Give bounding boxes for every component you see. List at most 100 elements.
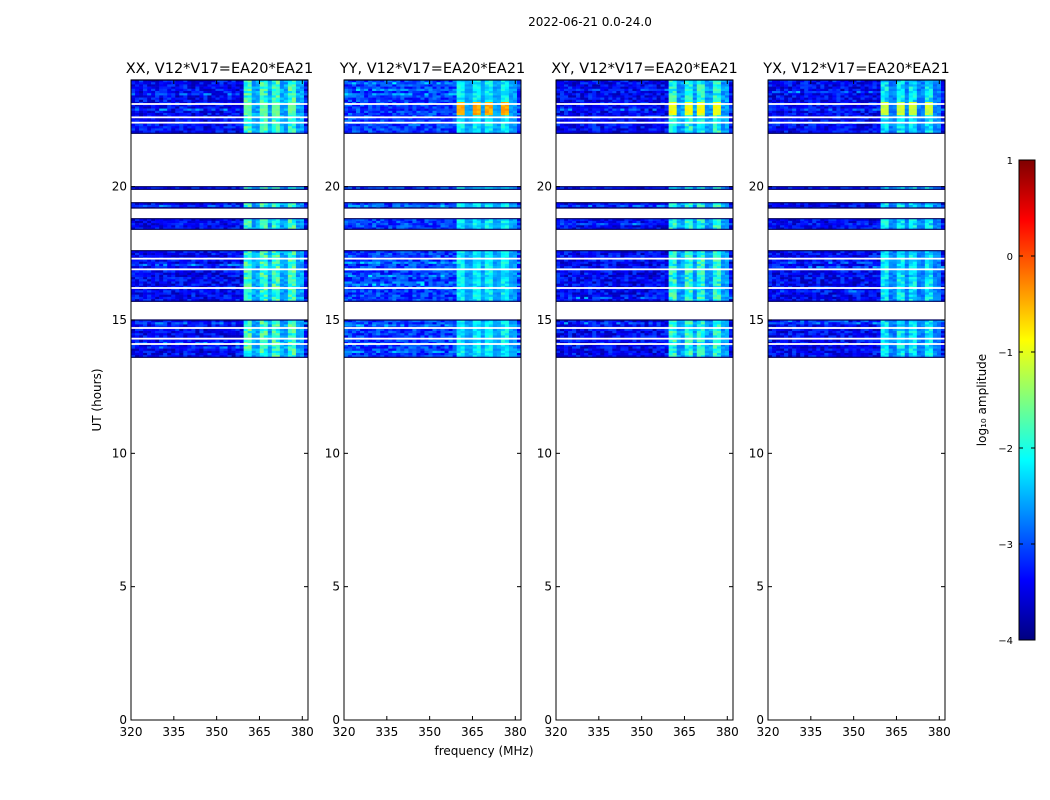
heatmap-cell [219,117,224,120]
heatmap-cell [496,283,502,287]
heatmap-cell [179,261,184,265]
heatmap-cell [243,261,248,265]
heatmap-cell [135,348,140,352]
heatmap-cell [299,270,305,273]
heatmap-cell [255,322,261,325]
heatmap-cell [231,97,236,101]
heatmap-cell [227,250,232,254]
heatmap-cell [255,130,261,134]
heatmap-cell [247,93,252,96]
heatmap-cell [155,225,160,228]
heatmap-cell [251,348,256,352]
heatmap-cell [279,277,285,280]
heatmap-cell [131,202,136,206]
heatmap-cell [247,130,252,134]
heatmap-cell [203,294,208,298]
heatmap-cell [151,80,156,83]
heatmap-cell [295,259,301,262]
heatmap-cell [155,353,160,356]
heatmap-cell [428,333,433,336]
heatmap-cell [476,350,482,354]
heatmap-cell [400,263,405,267]
heatmap-cell [400,288,405,291]
heatmap-cell [159,202,164,206]
heatmap-cell [267,299,273,302]
heatmap-cell [243,88,248,92]
heatmap-cell [231,220,236,224]
heatmap-cell [163,126,168,129]
heatmap-cell [231,328,236,332]
heatmap-cell [143,108,148,112]
heatmap-cell [283,130,289,134]
heatmap-cell [195,97,200,101]
heatmap-cell [191,331,196,334]
heatmap-cell [151,335,156,338]
heatmap-cell [255,263,261,267]
heatmap-cell [183,274,188,278]
heatmap-cell [139,324,144,327]
heatmap-cell [163,353,168,356]
heatmap-cell [143,223,148,226]
heatmap-cell [448,250,453,254]
heatmap-cell [291,292,297,295]
heatmap-cell [400,279,405,282]
heatmap-cell [452,320,457,323]
heatmap-cell [344,259,349,262]
heatmap-cell [303,119,309,123]
heatmap-cell [279,328,285,332]
heatmap-cell [480,259,486,262]
heatmap-cell [388,322,393,325]
heatmap-cell [195,320,200,323]
heatmap-cell [384,255,389,258]
heatmap-cell [267,227,273,230]
heatmap-cell [163,296,168,300]
heatmap-cell [468,279,474,282]
heatmap-cell [155,299,160,302]
heatmap-cell [187,339,192,343]
heatmap-cell [267,277,273,280]
heatmap-cell [231,281,236,284]
heatmap-cell [255,97,261,101]
heatmap-cell [480,252,486,256]
heatmap-cell [235,88,240,92]
heatmap-cell [440,346,445,349]
heatmap-cell [456,272,461,276]
heatmap-cell [223,91,228,94]
heatmap-cell [283,350,289,354]
heatmap-cell [235,324,240,327]
heatmap-cell [436,344,441,347]
heatmap-cell [163,86,168,90]
heatmap-cell [420,255,425,258]
heatmap-cell [223,130,228,134]
heatmap-cell [199,204,204,208]
heatmap-cell [440,322,445,325]
heatmap-cell [303,294,309,298]
heatmap-cell [187,108,192,112]
heatmap-cell [420,281,425,284]
heatmap-cell [488,259,494,262]
heatmap-cell [360,259,365,262]
heatmap-cell [167,218,172,222]
heatmap-cell [143,348,148,352]
heatmap-cell [388,266,393,269]
heatmap-cell [251,220,256,224]
heatmap-cell [179,279,184,282]
heatmap-cell [444,350,449,354]
heatmap-cell [452,324,457,327]
heatmap-cell [291,355,297,358]
heatmap-cell [219,283,224,287]
heatmap-cell [295,84,301,87]
heatmap-cell [163,279,168,282]
heatmap-cell [348,277,353,280]
heatmap-cell [135,274,140,278]
heatmap-cell [299,88,305,92]
heatmap-cell [207,106,212,109]
heatmap-cell [143,328,148,332]
heatmap-cell [163,119,168,123]
heatmap-cell [496,250,502,254]
heatmap-cell [203,126,208,129]
heatmap-cell [151,86,156,90]
panel-title: XX, V12*V17=EA20*EA21 [126,61,314,77]
heatmap-cell [135,288,140,291]
heatmap-cell [263,355,269,358]
